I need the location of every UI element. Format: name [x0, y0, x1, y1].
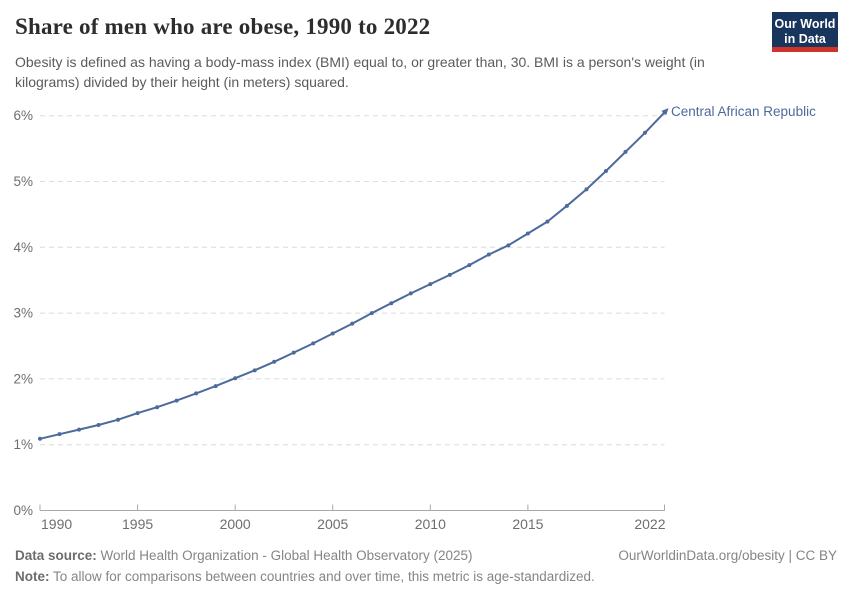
- data-point-1996[interactable]: [155, 405, 160, 410]
- data-point-1992[interactable]: [77, 427, 82, 432]
- citation-link[interactable]: OurWorldinData.org/obesity | CC BY: [618, 548, 837, 563]
- data-point-1994[interactable]: [116, 417, 121, 422]
- owid-logo: Our World in Data: [772, 12, 838, 52]
- note-label: Note:: [15, 569, 50, 584]
- note-text: To allow for comparisons between countri…: [53, 569, 595, 584]
- data-point-2012[interactable]: [467, 263, 472, 268]
- data-point-2016[interactable]: [545, 219, 550, 224]
- line-end-arrow-icon: [661, 108, 669, 116]
- data-point-2009[interactable]: [408, 291, 413, 296]
- data-point-2020[interactable]: [623, 149, 628, 154]
- y-axis-label-0: 0%: [13, 503, 33, 518]
- y-axis-label-3: 3%: [13, 306, 33, 321]
- owid-logo-line1: Our World: [774, 17, 836, 31]
- note-row: Note: To allow for comparisons between c…: [15, 569, 595, 584]
- x-axis-label-2022: 2022: [634, 516, 665, 532]
- data-source-text: World Health Organization - Global Healt…: [100, 548, 473, 563]
- data-point-2017[interactable]: [564, 203, 569, 208]
- chart-title: Share of men who are obese, 1990 to 2022: [15, 14, 431, 39]
- data-point-2000[interactable]: [233, 376, 238, 381]
- owid-logo-line2: in Data: [784, 32, 826, 46]
- data-line[interactable]: [39, 111, 666, 440]
- y-axis-label-5: 5%: [13, 174, 33, 189]
- data-point-1997[interactable]: [174, 398, 179, 403]
- x-axis-label-2015: 2015: [512, 516, 543, 532]
- x-axis-label-2005: 2005: [317, 516, 348, 532]
- x-axis-label-2000: 2000: [220, 516, 251, 532]
- data-point-1991[interactable]: [57, 432, 62, 437]
- data-point-2014[interactable]: [506, 243, 511, 248]
- y-axis-label-4: 4%: [13, 240, 33, 255]
- data-point-2008[interactable]: [389, 301, 394, 306]
- data-point-1995[interactable]: [135, 411, 140, 416]
- data-point-2010[interactable]: [428, 282, 433, 287]
- y-axis-label-2: 2%: [13, 371, 33, 386]
- series-label-central-african-republic[interactable]: Central African Republic: [671, 104, 816, 119]
- chart-subtitle: Obesity is defined as having a body-mass…: [15, 54, 705, 90]
- data-point-1998[interactable]: [194, 391, 199, 396]
- data-point-2019[interactable]: [603, 168, 608, 173]
- data-point-2007[interactable]: [369, 311, 374, 316]
- data-point-2001[interactable]: [252, 368, 257, 373]
- data-point-2006[interactable]: [350, 321, 355, 326]
- data-point-2021[interactable]: [642, 130, 647, 135]
- data-point-2003[interactable]: [291, 350, 296, 355]
- y-axis-label-6: 6%: [13, 108, 33, 123]
- data-point-2002[interactable]: [272, 359, 277, 364]
- data-point-1990[interactable]: [38, 436, 42, 441]
- y-axis-label-1: 1%: [13, 437, 33, 452]
- data-point-2013[interactable]: [486, 252, 491, 257]
- data-point-1999[interactable]: [213, 384, 218, 389]
- x-axis-label-1995: 1995: [122, 516, 153, 532]
- data-point-2015[interactable]: [525, 231, 530, 236]
- data-point-2018[interactable]: [584, 187, 589, 192]
- data-source-row: Data source: World Health Organization -…: [15, 548, 472, 563]
- x-axis-label-2010: 2010: [415, 516, 446, 532]
- data-point-2005[interactable]: [330, 331, 335, 336]
- data-point-1993[interactable]: [96, 422, 101, 427]
- data-point-2011[interactable]: [447, 272, 452, 277]
- data-point-2004[interactable]: [311, 341, 316, 346]
- data-source-label: Data source:: [15, 548, 97, 563]
- x-axis-label-1990: 1990: [41, 516, 72, 532]
